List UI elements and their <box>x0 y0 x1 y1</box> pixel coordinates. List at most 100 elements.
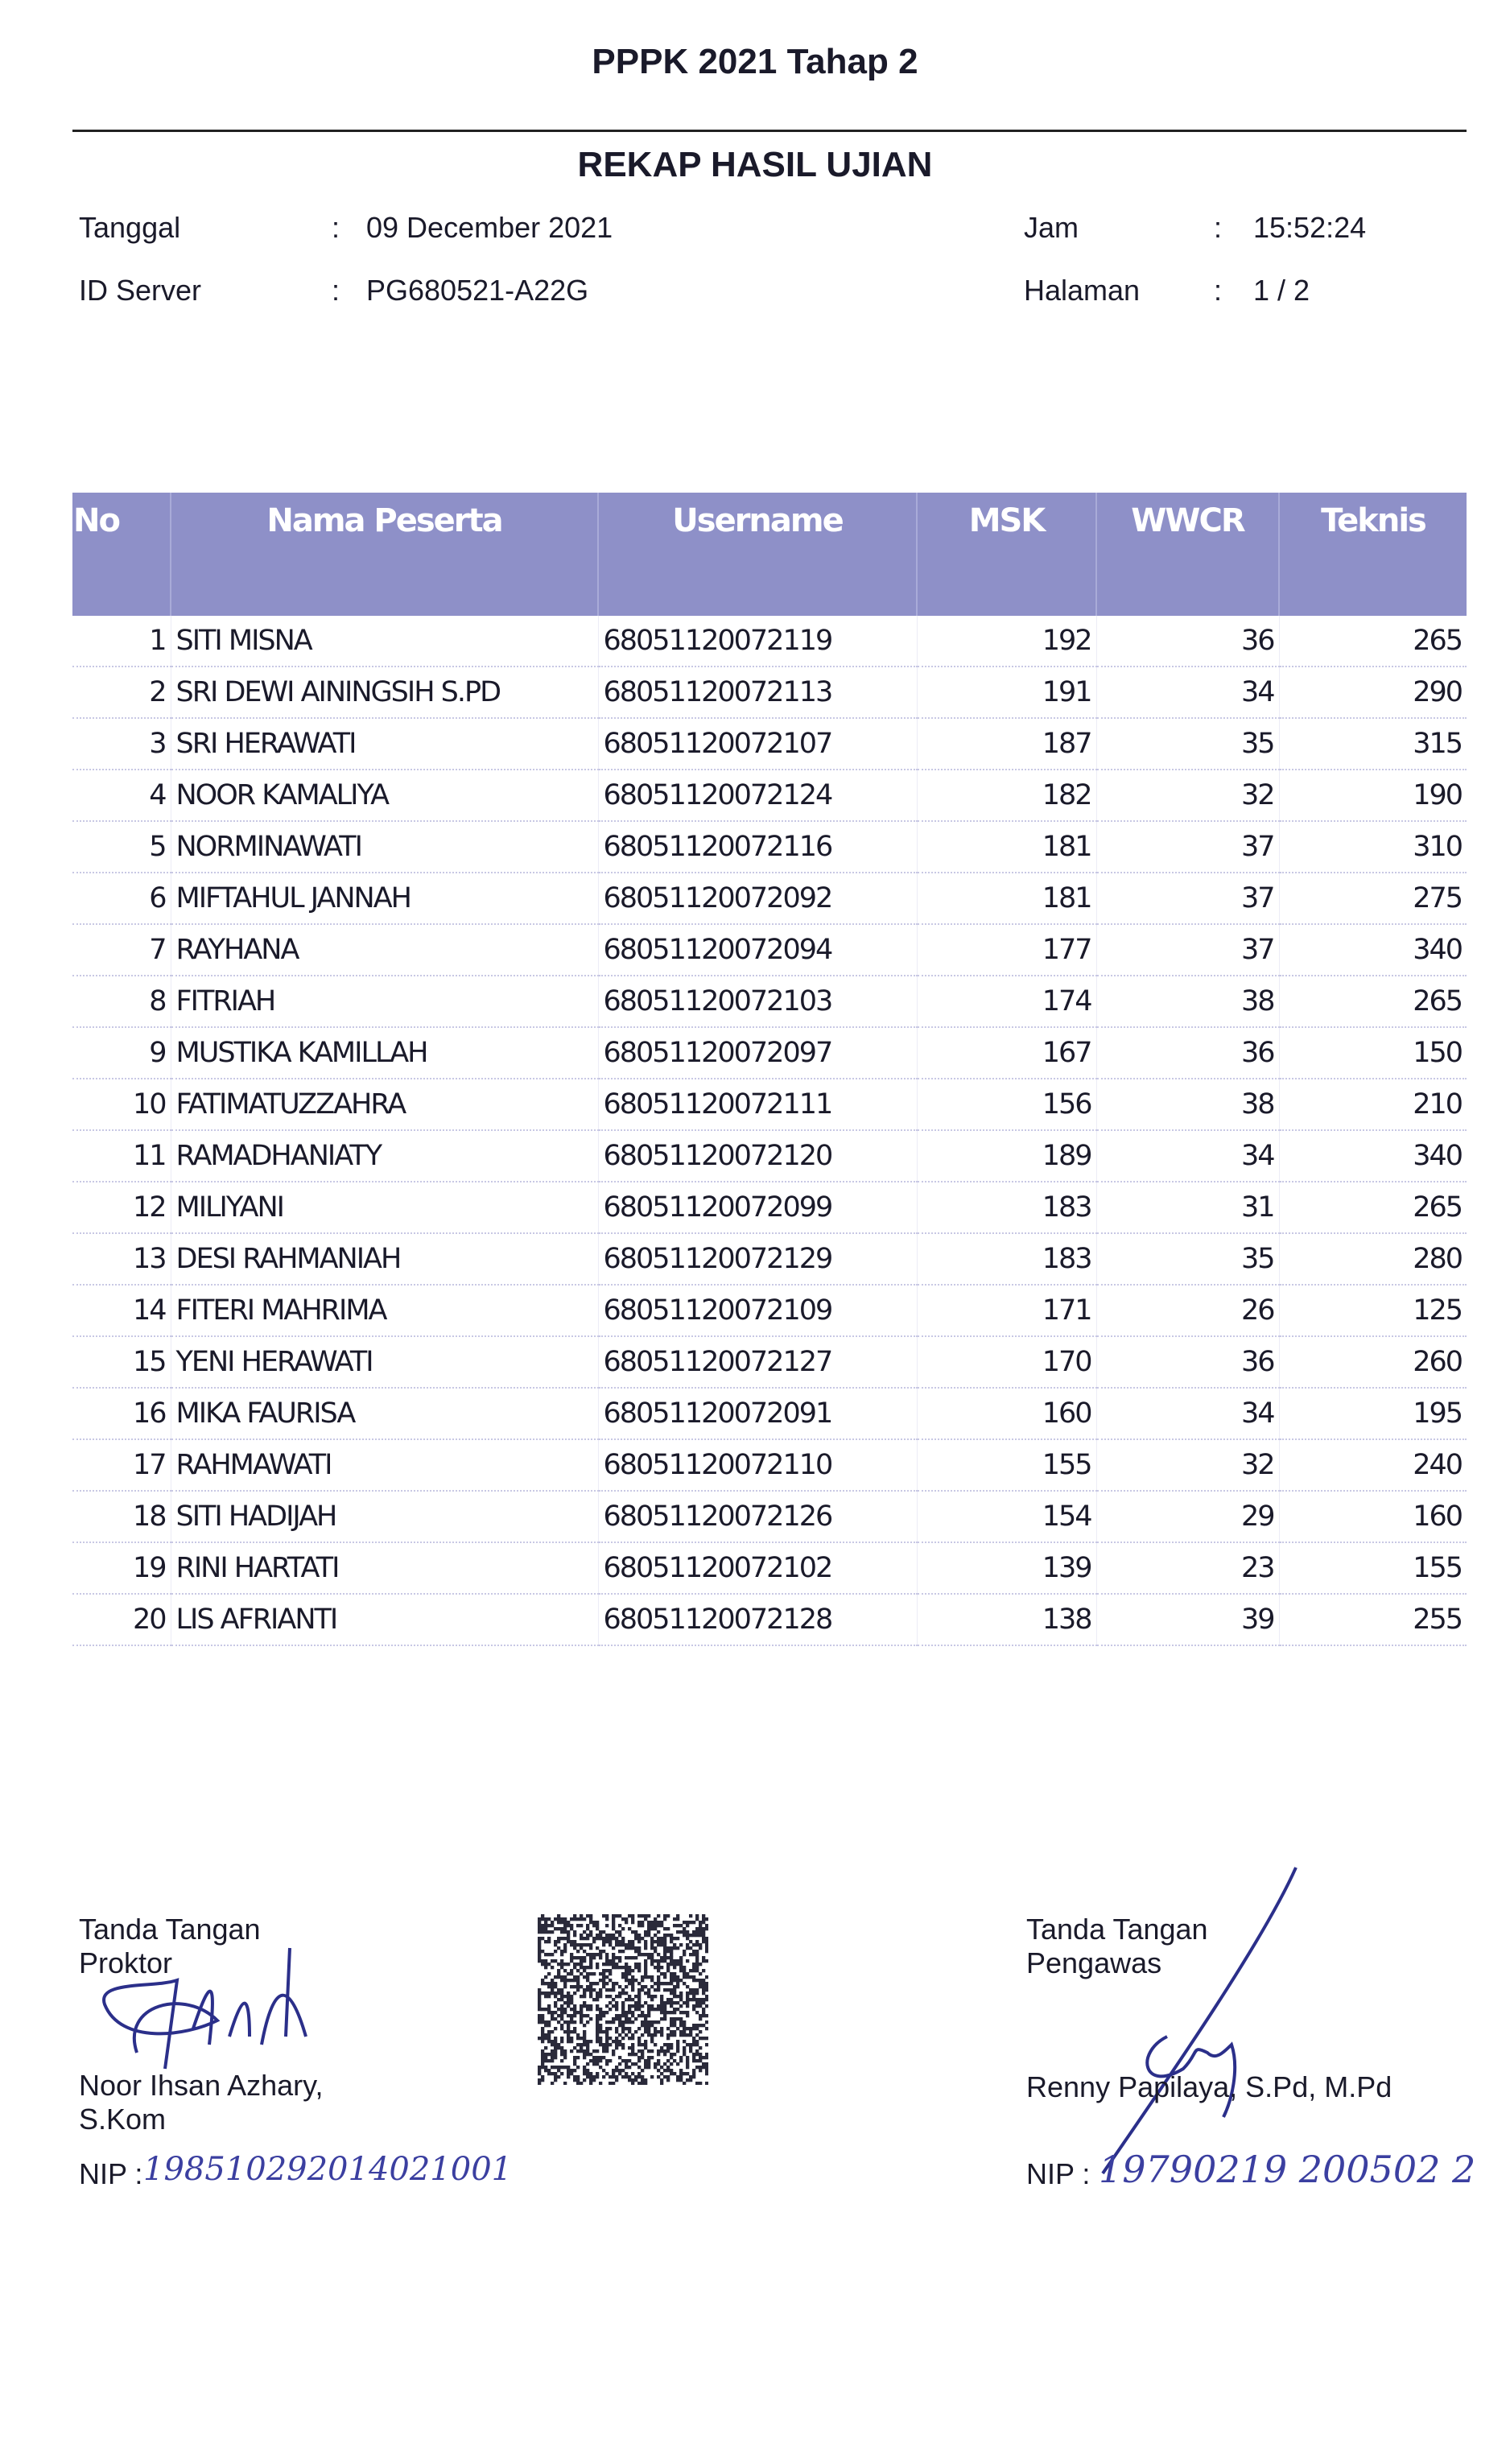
qr-module <box>666 1946 670 1950</box>
qr-module <box>650 2040 654 2044</box>
qr-module <box>647 2014 651 2018</box>
qr-module <box>586 1972 590 1976</box>
qr-module <box>589 1982 593 1986</box>
qr-module <box>657 1966 661 1970</box>
qr-module <box>628 1956 632 1960</box>
qr-module <box>580 1956 584 1960</box>
qr-module <box>644 2040 648 2044</box>
qr-module <box>612 1966 616 1970</box>
qr-module <box>602 1972 606 1976</box>
qr-module <box>599 1956 603 1960</box>
qr-module <box>621 2043 625 2047</box>
qr-module <box>618 2014 622 2018</box>
pengawas-label-1: Tanda Tangan <box>1026 1913 1208 1946</box>
qr-module <box>551 2030 555 2034</box>
qr-module <box>602 1979 606 1983</box>
qr-module <box>612 1982 616 1986</box>
qr-module <box>621 2075 625 2079</box>
qr-module <box>679 1966 683 1970</box>
qr-module <box>705 2014 708 2018</box>
column-header: WWCR <box>1096 493 1280 616</box>
qr-module <box>628 1914 632 1918</box>
qr-module <box>654 1950 658 1954</box>
qr-module <box>634 1950 638 1954</box>
qr-module <box>666 2078 670 2082</box>
qr-module <box>666 1982 670 1986</box>
qr-module <box>592 1956 596 1960</box>
qr-module <box>586 1927 590 1931</box>
qr-module <box>586 1979 590 1983</box>
qr-module <box>679 2056 683 2060</box>
qr-module <box>592 1924 596 1928</box>
qr-module <box>631 1988 635 1992</box>
qr-module <box>605 1914 609 1918</box>
qr-module <box>612 1914 616 1918</box>
qr-module <box>625 2059 629 2063</box>
qr-module <box>692 2008 696 2012</box>
qr-module <box>673 1959 677 1963</box>
qr-module <box>589 2053 593 2057</box>
qr-module <box>631 1979 635 1983</box>
qr-module <box>602 2075 606 2079</box>
qr-module <box>676 1946 680 1950</box>
qr-module <box>573 2056 577 2060</box>
qr-module <box>551 1959 555 1963</box>
qr-module <box>602 2069 606 2073</box>
qr-module <box>547 1953 551 1957</box>
username: 68051120072126 <box>598 1491 918 1543</box>
qr-module <box>592 1988 596 1992</box>
qr-module <box>670 2020 674 2024</box>
qr-module <box>660 1943 664 1947</box>
participant-name: MILIYANI <box>171 1182 599 1234</box>
qr-module <box>538 1998 542 2002</box>
qr-module <box>628 2037 632 2041</box>
qr-module <box>557 1921 561 1925</box>
msk-score: 138 <box>917 1594 1097 1646</box>
qr-module <box>583 1937 587 1941</box>
qr-module <box>605 2043 609 2047</box>
qr-module <box>699 1979 703 1983</box>
qr-module <box>612 1937 616 1941</box>
qr-module <box>660 2072 664 2076</box>
qr-module <box>695 1988 699 1992</box>
qr-module <box>650 1953 654 1957</box>
qr-module <box>628 2017 632 2021</box>
qr-module <box>660 1924 664 1928</box>
qr-module <box>580 2046 584 2050</box>
qr-module <box>679 2072 683 2076</box>
qr-module <box>663 2014 667 2018</box>
qr-module <box>628 2020 632 2024</box>
qr-module <box>647 1927 651 1931</box>
qr-module <box>560 1953 564 1957</box>
qr-module <box>692 1979 696 1983</box>
qr-module <box>554 1991 558 1996</box>
qr-module <box>657 2020 661 2024</box>
qr-module <box>570 1953 574 1957</box>
qr-module <box>547 1991 551 1996</box>
qr-module <box>557 2043 561 2047</box>
qr-module <box>570 2017 574 2021</box>
qr-module <box>676 1930 680 1934</box>
qr-module <box>702 1917 706 1921</box>
qr-module <box>634 2062 638 2066</box>
qr-module <box>599 1972 603 1976</box>
qr-module <box>554 2066 558 2070</box>
qr-module <box>650 1937 654 1941</box>
qr-module <box>580 1966 584 1970</box>
table-row: 5 NORMINAWATI 68051120072116 181 37 310 <box>72 821 1467 873</box>
teknis-score: 265 <box>1279 616 1467 667</box>
qr-module <box>695 1917 699 1921</box>
qr-module <box>563 1985 567 1989</box>
qr-module <box>560 2017 564 2021</box>
qr-module <box>673 1975 677 1979</box>
colon: : <box>332 274 340 307</box>
wwcr-score: 38 <box>1096 976 1280 1028</box>
qr-module <box>695 2001 699 2005</box>
qr-module <box>557 1917 561 1921</box>
qr-module <box>544 1930 548 1934</box>
qr-module <box>705 1937 708 1941</box>
qr-module <box>647 2066 651 2070</box>
qr-module <box>705 2020 708 2024</box>
qr-module <box>583 2066 587 2070</box>
qr-module <box>637 1937 642 1941</box>
